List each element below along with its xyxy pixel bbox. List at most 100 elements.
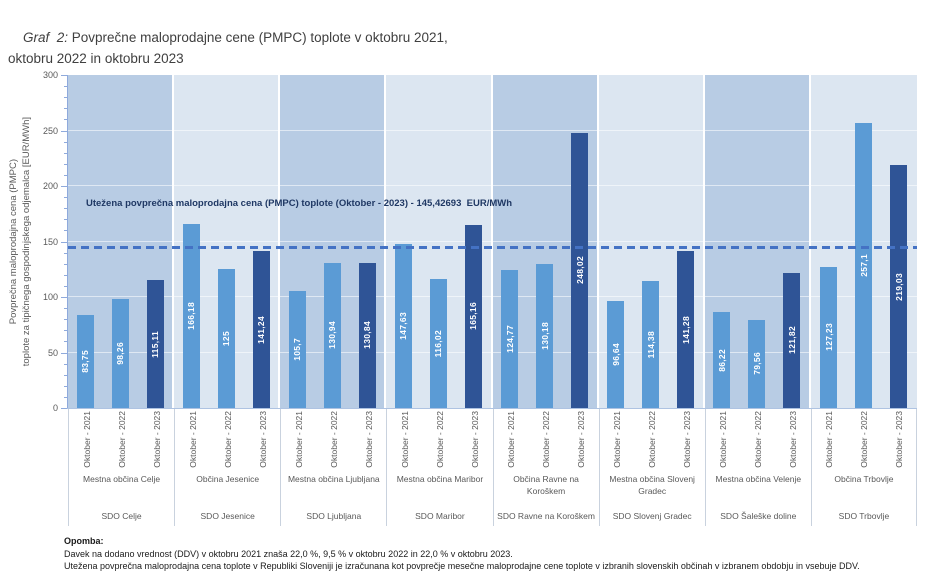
x-tick-label: Oktober - 2023 (893, 411, 904, 468)
group-labels: Oktober - 2021 Oktober - 2022 Oktober - 20… (704, 408, 811, 526)
sdo-label: SDO Jesenice (200, 511, 255, 521)
x-tick-label: Oktober - 2022 (753, 411, 764, 468)
group-labels: Oktober - 2021 Oktober - 2022 Oktober - 20… (492, 408, 599, 526)
y-minor-tick (64, 97, 67, 99)
gridline (598, 129, 703, 131)
bar-value-label: 105,7 (292, 337, 303, 361)
bar-value-label: 83,75 (80, 350, 91, 373)
y-major-tick (61, 352, 67, 354)
x-tick-label: Oktober - 2022 (222, 411, 233, 468)
year-labels-row: Oktober - 2021 Oktober - 2022 Oktober - 20… (600, 408, 705, 468)
plot-panel: 127,23 257,1 219,03 (810, 75, 917, 408)
bar: 125 (217, 269, 235, 408)
x-tick-label: Oktober - 2021 (718, 411, 729, 468)
sdo-label: SDO Slovenj Gradec (612, 511, 692, 521)
x-tick-label: Oktober - 2023 (469, 411, 480, 468)
sdo-label: SDO Trbovlje (838, 511, 890, 521)
municipality-label: Mestna občina Slovenj Gradec (609, 474, 695, 496)
y-minor-tick (64, 174, 67, 176)
bar: 79,56 (748, 319, 766, 408)
bar-value-label: 130,94 (327, 321, 338, 350)
bar: 96,64 (607, 300, 625, 408)
x-tick-label: Oktober - 2021 (823, 411, 834, 468)
bar-value-label: 79,56 (751, 352, 762, 376)
y-major-tick (61, 186, 67, 187)
gridline (598, 240, 703, 242)
bar-value-label: 147,63 (398, 312, 409, 340)
plot-panel: 147,63 116,02 165,16 (386, 75, 493, 408)
y-minor-tick (64, 141, 67, 143)
reference-line (68, 245, 917, 249)
x-tick-label: Oktober - 2022 (116, 411, 127, 468)
sdo-label: SDO Celje (101, 511, 142, 521)
year-label-cell: Oktober - 2021 (715, 411, 732, 468)
bar-value-label: 166,18 (186, 301, 197, 330)
chart-group: 166,18 125 141,24 Oktober - 2021 Oktober - 2… (174, 75, 281, 526)
bar: 115,11 (146, 280, 164, 408)
year-label-cell: Oktober - 2023 (785, 411, 802, 468)
x-tick-label: Oktober - 2021 (399, 411, 410, 468)
y-minor-tick (64, 263, 67, 265)
group-labels: Oktober - 2021 Oktober - 2022 Oktober - 20… (174, 408, 280, 526)
y-major-tick (61, 297, 67, 298)
y-tick-label: 250 (42, 125, 58, 136)
chart-group: 96,64 114,38 141,28 Oktober - 2021 Oktober -… (598, 75, 705, 526)
year-label-cell: Oktober - 2022 (538, 411, 555, 468)
bar: 166,18 (182, 223, 200, 408)
sdo-label: SDO Ljubljana (306, 511, 362, 521)
bar-cluster: 96,64 114,38 141,28 (599, 75, 703, 408)
group-labels: Oktober - 2021 Oktober - 2022 Oktober - 20… (280, 408, 386, 526)
y-minor-tick (64, 285, 67, 287)
plot-panel: 83,75 98,26 115,11 (68, 75, 175, 408)
year-label-cell: Oktober - 2023 (573, 411, 590, 468)
gridline (280, 129, 385, 131)
x-tick-label: Oktober - 2021 (293, 411, 304, 468)
plot-panel: 166,18 125 141,24 (174, 75, 281, 408)
note-line: Davek na dodano vrednost (DDV) v oktobru… (64, 548, 513, 559)
bar: 114,38 (642, 281, 660, 408)
bar: 86,22 (713, 312, 731, 408)
y-tick-label: 300 (42, 70, 58, 80)
x-tick-label: Oktober - 2021 (187, 411, 198, 468)
y-minor-tick (64, 341, 67, 343)
year-label-cell: Oktober - 2023 (679, 411, 696, 468)
x-tick-label: Oktober - 2021 (506, 411, 517, 468)
y-minor-tick (64, 208, 67, 210)
sdo-label: SDO Šaleške doline (720, 511, 797, 521)
gridline (492, 129, 597, 131)
bar: 141,28 (677, 251, 695, 408)
y-major-tick (61, 75, 67, 76)
year-labels-row: Oktober - 2021 Oktober - 2022 Oktober - 20… (175, 408, 280, 468)
year-label-cell: Oktober - 2022 (113, 411, 130, 468)
group-labels: Oktober - 2021 Oktober - 2022 Oktober - 20… (810, 408, 917, 526)
y-tick-label: 0 (52, 403, 58, 413)
x-tick-label: Oktober - 2023 (257, 411, 268, 468)
note-line: Utežena povprečna maloprodajna cena topl… (64, 561, 860, 571)
bar: 141,24 (252, 251, 270, 408)
bar: 105,7 (288, 290, 306, 408)
y-minor-tick (64, 108, 67, 110)
gridline (492, 240, 597, 242)
gridline (68, 185, 173, 186)
bar: 248,02 (571, 132, 589, 408)
bar-value-label: 248,02 (574, 256, 585, 285)
chart-title-prefix: Graf 2: (23, 30, 69, 45)
bar-value-label: 141,24 (256, 315, 267, 344)
chart-title: Graf 2: Povprečne maloprodajne cene (PMP… (8, 6, 478, 90)
year-label-cell: Oktober - 2023 (254, 411, 271, 468)
gridline (492, 185, 597, 186)
bar-value-label: 141,28 (680, 315, 691, 344)
bar-value-label: 165,16 (468, 302, 479, 331)
bar: 165,16 (464, 224, 482, 408)
year-label-cell: Oktober - 2021 (820, 411, 837, 468)
plot-groups: 83,75 98,26 115,11 Oktober - 2021 Oktober - … (68, 75, 917, 526)
bar: 130,84 (358, 262, 376, 408)
chart-group: 83,75 98,26 115,11 Oktober - 2021 Oktober - … (68, 75, 175, 526)
y-minor-tick (64, 308, 67, 310)
bar: 98,26 (111, 298, 129, 408)
bar-value-label: 219,03 (893, 272, 904, 301)
gridline (704, 129, 809, 131)
year-label-cell: Oktober - 2022 (431, 411, 448, 468)
chart-group: 86,22 79,56 121,82 Oktober - 2021 Oktober - … (704, 75, 811, 526)
year-label-cell: Oktober - 2021 (78, 411, 95, 468)
